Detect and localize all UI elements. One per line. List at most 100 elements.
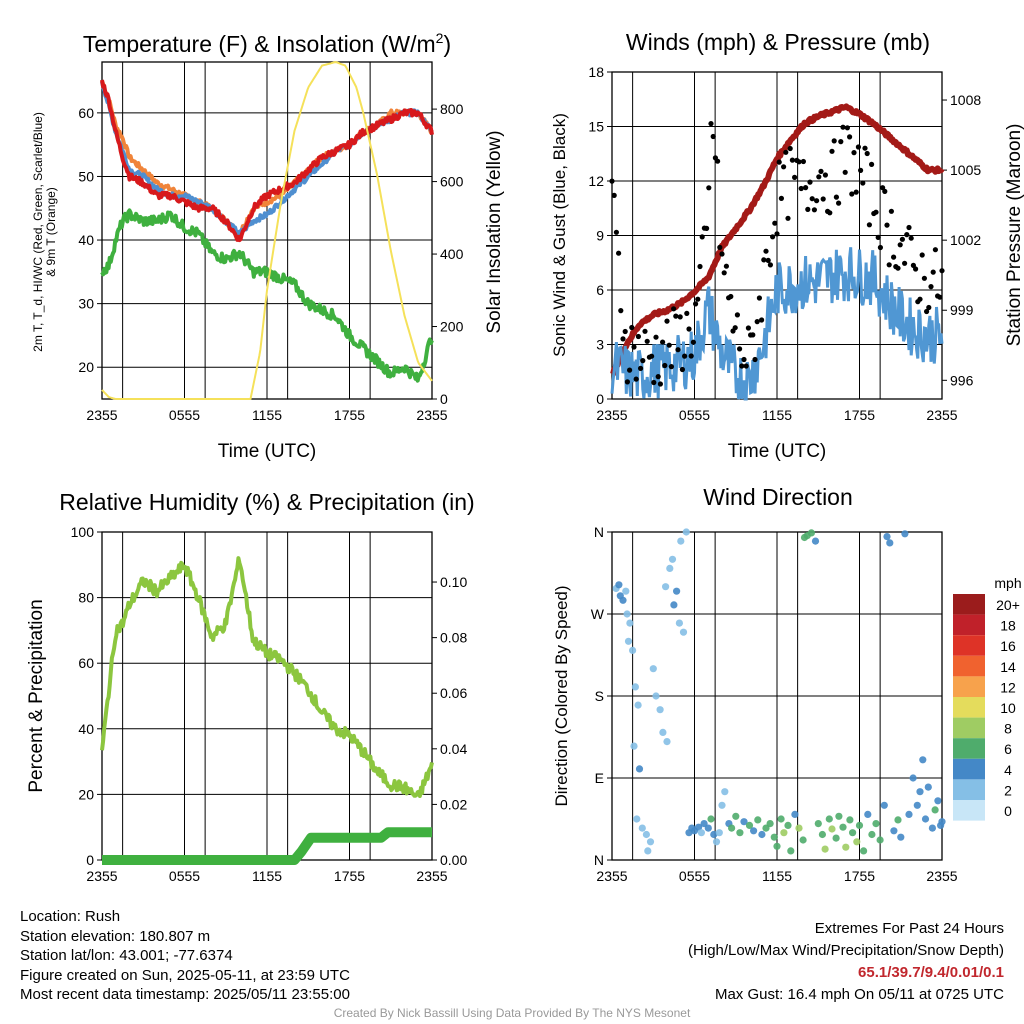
wdir-point — [695, 823, 703, 831]
wdir-legend-label: 12 — [1000, 679, 1016, 695]
wdir-xtick-label: 2355 — [926, 868, 957, 884]
wdir-point — [784, 821, 792, 830]
wdir-ylabel: Direction (Colored By Speed) — [552, 585, 571, 806]
wind-xtick-label: 1755 — [844, 407, 875, 423]
wind-gust-point — [827, 210, 833, 216]
wind-gust-point — [842, 169, 848, 175]
wdir-point — [718, 801, 726, 809]
wind-gust-point — [635, 333, 642, 340]
wind-gust-point — [627, 367, 633, 373]
wind-gust-point — [932, 247, 939, 253]
wind-gust-point — [631, 344, 637, 350]
wind-gust-point — [732, 325, 738, 331]
wdir-legend-swatch — [953, 758, 985, 780]
wind-gust-point — [866, 222, 873, 228]
wind-gust-point — [611, 192, 617, 198]
rh-xtick-label: 0555 — [169, 868, 200, 884]
wind-gust-point — [688, 353, 694, 359]
wind-gust-point — [831, 138, 837, 144]
wind-gust-point — [899, 236, 906, 242]
wind-gust-point — [853, 189, 859, 195]
wdir-point — [634, 701, 642, 709]
wind-gust-point — [803, 185, 809, 191]
rh-ytick-label: 40 — [78, 721, 94, 737]
rh-y2-ytick-label: 0.04 — [440, 741, 467, 757]
wdir-legend-label: 20+ — [996, 597, 1020, 613]
credit-line: Created By Nick Bassill Using Data Provi… — [333, 1006, 691, 1020]
wind-ytick-label: 9 — [596, 228, 604, 244]
wind-gust-point — [671, 306, 677, 312]
wind-gust-point — [761, 257, 767, 263]
wdir-point — [649, 665, 657, 673]
wind-gust-point — [693, 301, 699, 307]
temp-xtick-label: 1755 — [334, 407, 365, 423]
wind-gust-point — [849, 191, 855, 197]
wdir-legend-swatch — [953, 655, 985, 677]
wdir-point — [770, 833, 778, 841]
wdir-legend-label: 2 — [1004, 782, 1012, 798]
wdir-ytick-label: E — [595, 770, 604, 786]
wdir-point — [872, 820, 880, 828]
temp-ytick-label: 60 — [78, 105, 94, 121]
temp-frame — [101, 61, 433, 400]
rh-xtick-label: 1155 — [252, 868, 282, 884]
wind-gust-point — [792, 174, 798, 180]
wind-gust-point — [697, 263, 703, 270]
wdir-legend-swatch — [953, 697, 985, 718]
wind-gust-point — [616, 250, 622, 256]
wind-y2-ytick-label: 999 — [950, 302, 974, 318]
wind-gust-point — [862, 145, 868, 151]
temp-title-end: ) — [443, 31, 451, 57]
wdir-point — [818, 830, 827, 839]
rh-ytick-label: 0 — [86, 852, 94, 868]
wdir-point — [897, 833, 905, 841]
wdir-point — [832, 834, 840, 842]
wind-gust-point — [822, 172, 829, 178]
wind-series-pressure — [610, 103, 945, 377]
wind-gust-point — [644, 338, 650, 344]
wind-gust-point — [774, 231, 780, 237]
wind-gust-point — [662, 362, 668, 369]
wind-gust-point — [629, 324, 635, 331]
wdir-point — [619, 596, 627, 604]
wdir-point — [710, 830, 718, 839]
temp-y2-ytick-label: 200 — [440, 319, 464, 335]
wdir-point — [855, 821, 864, 830]
wdir-point — [787, 847, 795, 855]
wind-gust-point — [717, 244, 723, 250]
temp-title: Temperature (F) & Insolation (W/m2) — [83, 30, 451, 57]
rh-series-humidity — [100, 556, 434, 798]
wdir-legend-label: 10 — [1000, 700, 1016, 716]
wdir-point — [868, 830, 876, 839]
wind-gust-point — [609, 178, 615, 184]
wdir-point — [795, 824, 803, 832]
wind-gust-point — [908, 235, 914, 241]
wdir-point — [656, 706, 664, 714]
wind-gust-point — [783, 149, 789, 155]
wdir-point — [916, 788, 924, 796]
wdir-point — [638, 824, 646, 832]
wdir-point — [864, 810, 872, 819]
wdir-point — [666, 564, 674, 573]
wind-gust-point — [924, 308, 930, 315]
wind-gust-point — [653, 334, 659, 340]
wind-gust-point — [851, 150, 857, 156]
wdir-point — [728, 824, 736, 832]
wind-xtick-label: 0555 — [679, 407, 710, 423]
wind-gust-point — [723, 263, 730, 269]
wind-gust-point — [836, 200, 842, 206]
wind-gust-point — [789, 157, 796, 163]
wdir-point — [842, 843, 850, 851]
wind-ylabel: Sonic Wind & Gust (Blue, Black) — [550, 113, 569, 357]
rh-ytick-label: 80 — [78, 590, 94, 606]
wind-gust-point — [710, 133, 716, 140]
wind-gust-point — [858, 167, 864, 173]
wind-gust-point — [739, 363, 745, 369]
wdir-point — [928, 824, 937, 832]
wdir-point — [704, 824, 712, 832]
wdir-point — [901, 530, 909, 538]
wind-gust-point — [708, 121, 714, 127]
wind-xtick-label: 2355 — [596, 407, 627, 423]
wdir-point — [623, 610, 631, 618]
